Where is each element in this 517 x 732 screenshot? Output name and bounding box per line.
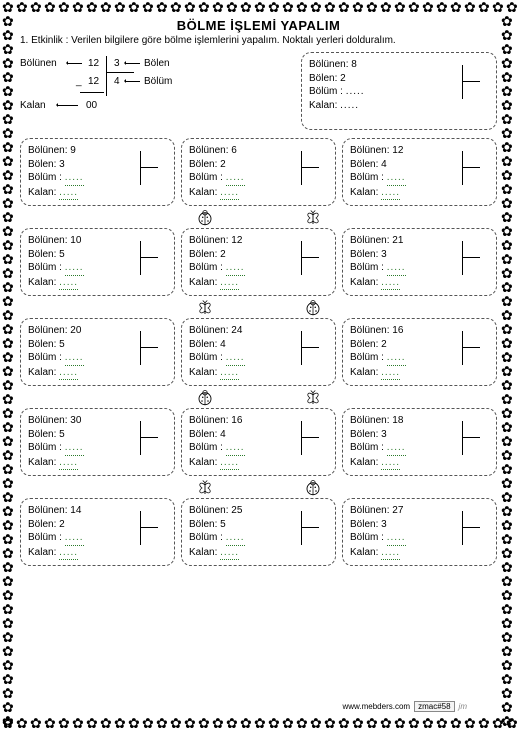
row-kalan: Kalan: ..... xyxy=(350,456,489,471)
problem-box: Bölünen: 24Bölen: 4Bölüm : .....Kalan: .… xyxy=(181,318,336,386)
problem-box: Bölünen: 9Bölen: 3Bölüm : .....Kalan: ..… xyxy=(20,138,175,206)
row-kalan: Kalan: ..... xyxy=(28,276,167,291)
ladybug-icon xyxy=(196,389,214,407)
problem-box: Bölünen: 25Bölen: 5Bölüm : .....Kalan: .… xyxy=(181,498,336,566)
problem-box: Bölünen: 6Bölen: 2Bölüm : .....Kalan: ..… xyxy=(181,138,336,206)
row-kalan: Kalan: ..... xyxy=(189,546,328,561)
division-symbol xyxy=(291,331,319,365)
problem-box: Bölünen: 14Bölen: 2Bölüm : .....Kalan: .… xyxy=(20,498,175,566)
problem-box: Bölünen: 16Bölen: 2Bölüm : .....Kalan: .… xyxy=(342,318,497,386)
ladybug-icon xyxy=(304,299,322,317)
minus-icon: _ xyxy=(76,76,82,87)
row-kalan: Kalan: ..... xyxy=(350,366,489,381)
example-bolum: 4 xyxy=(114,76,120,87)
worked-example: Bölünen 12 3 Bölen _ 12 4 Bölüm Kalan 00 xyxy=(20,52,291,130)
problem-box: Bölünen: 30Bölen: 5Bölüm : .....Kalan: .… xyxy=(20,408,175,476)
butterfly-icon xyxy=(304,209,322,227)
problem-row: Bölünen: 20Bölen: 5Bölüm : .....Kalan: .… xyxy=(20,318,497,386)
arrow-icon xyxy=(126,63,140,64)
division-symbol xyxy=(130,241,158,275)
label-bolunen: Bölünen xyxy=(20,58,57,69)
example-sub: 12 xyxy=(88,76,99,87)
butterfly-icon xyxy=(196,299,214,317)
example-bolen: 3 xyxy=(114,58,120,69)
subtraction-line xyxy=(80,92,104,93)
problem-box: Bölünen: 16Bölen: 4Bölüm : .....Kalan: .… xyxy=(181,408,336,476)
row-kalan: Kalan: ..... xyxy=(189,276,328,291)
row-kalan: Kalan: ..... xyxy=(28,546,167,561)
butterfly-icon xyxy=(196,479,214,497)
example-bolunen: 12 xyxy=(88,58,99,69)
problem-box: Bölünen: 18Bölen: 3Bölüm : .....Kalan: .… xyxy=(342,408,497,476)
ladybug-icon xyxy=(196,209,214,227)
row-kalan: Kalan: ..... xyxy=(189,456,328,471)
problem-box: Bölünen: 10Bölen: 5Bölüm : .....Kalan: .… xyxy=(20,228,175,296)
division-symbol xyxy=(452,511,480,545)
division-symbol xyxy=(452,241,480,275)
row-kalan: Kalan: ..... xyxy=(28,186,167,201)
footer-site: www.mebders.com xyxy=(343,702,411,711)
problem-row: Bölünen: 10Bölen: 5Bölüm : .....Kalan: .… xyxy=(20,228,497,296)
division-symbol xyxy=(130,511,158,545)
division-horizontal xyxy=(106,72,134,73)
division-symbol xyxy=(452,331,480,365)
example-kalan: 00 xyxy=(86,100,97,111)
division-symbol xyxy=(452,421,480,455)
problem-row: Bölünen: 30Bölen: 5Bölüm : .....Kalan: .… xyxy=(20,408,497,476)
division-symbol xyxy=(452,151,480,185)
division-symbol xyxy=(452,65,480,99)
footer-tag: zmac#58 xyxy=(414,701,454,712)
row-kalan: Kalan: ..... xyxy=(350,546,489,561)
problem-box: Bölünen: 20Bölen: 5Bölüm : .....Kalan: .… xyxy=(20,318,175,386)
separator-row xyxy=(20,298,497,318)
division-symbol xyxy=(291,511,319,545)
butterfly-icon xyxy=(304,389,322,407)
top-area: Bölünen 12 3 Bölen _ 12 4 Bölüm Kalan 00… xyxy=(20,52,497,130)
division-symbol xyxy=(130,331,158,365)
label-bolum: Bölüm xyxy=(144,76,172,87)
separator-row xyxy=(20,208,497,228)
problem-box: Bölünen: 12Bölen: 2Bölüm : .....Kalan: .… xyxy=(181,228,336,296)
worksheet-content: BÖLME İŞLEMİ YAPALIM 1. Etkinlik : Veril… xyxy=(20,18,497,714)
division-symbol xyxy=(291,241,319,275)
label-kalan: Kalan xyxy=(20,100,46,111)
problem-box: Bölünen: 21Bölen: 3Bölüm : .....Kalan: .… xyxy=(342,228,497,296)
problem-box: Bölünen: 12Bölen: 4Bölüm : .....Kalan: .… xyxy=(342,138,497,206)
ladybug-icon xyxy=(304,479,322,497)
division-symbol xyxy=(291,151,319,185)
division-symbol xyxy=(130,151,158,185)
row-kalan: Kalan: ..... xyxy=(28,366,167,381)
row-kalan: Kalan: ..... xyxy=(189,186,328,201)
page-title: BÖLME İŞLEMİ YAPALIM xyxy=(20,18,497,33)
problem-box-top: Bölünen: 8 Bölen: 2 Bölüm : ..... Kalan:… xyxy=(301,52,497,130)
separator-row xyxy=(20,388,497,408)
row-kalan: Kalan: ..... xyxy=(309,99,489,113)
signature-icon: jm xyxy=(459,702,467,711)
arrow-icon xyxy=(58,105,78,106)
division-symbol xyxy=(130,421,158,455)
arrow-icon xyxy=(68,63,82,64)
problem-box: Bölünen: 27Bölen: 3Bölüm : .....Kalan: .… xyxy=(342,498,497,566)
row-kalan: Kalan: ..... xyxy=(350,276,489,291)
label-bolen: Bölen xyxy=(144,58,170,69)
division-vertical xyxy=(106,56,107,96)
row-kalan: Kalan: ..... xyxy=(350,186,489,201)
footer: www.mebders.com zmac#58 jm xyxy=(343,701,468,712)
problem-grid: Bölünen: 9Bölen: 3Bölüm : .....Kalan: ..… xyxy=(20,138,497,566)
problem-row: Bölünen: 14Bölen: 2Bölüm : .....Kalan: .… xyxy=(20,498,497,566)
row-kalan: Kalan: ..... xyxy=(189,366,328,381)
row-kalan: Kalan: ..... xyxy=(28,456,167,471)
division-symbol xyxy=(291,421,319,455)
arrow-icon xyxy=(126,81,140,82)
separator-row xyxy=(20,478,497,498)
problem-row: Bölünen: 9Bölen: 3Bölüm : .....Kalan: ..… xyxy=(20,138,497,206)
instruction-text: 1. Etkinlik : Verilen bilgilere göre böl… xyxy=(20,35,497,46)
